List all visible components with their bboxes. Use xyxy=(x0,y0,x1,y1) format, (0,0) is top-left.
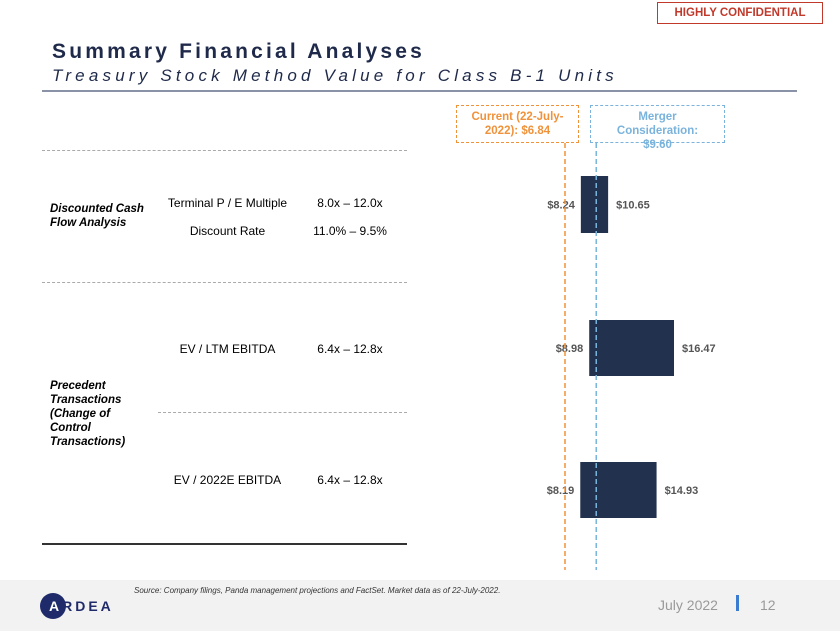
range-bar xyxy=(580,176,609,233)
row-label: EV / 2022E EBITDA xyxy=(173,473,282,487)
high-label: $14.93 xyxy=(665,485,699,497)
range-bar xyxy=(580,462,657,518)
reference-label: Merger Consideration: $9.60 xyxy=(590,105,725,151)
row-range: 6.4x – 12.8x xyxy=(317,342,383,356)
subtitle: Treasury Stock Method Value for Class B-… xyxy=(52,66,618,85)
divider xyxy=(736,595,739,611)
reference-label: Current (22-July-2022): $6.84 xyxy=(456,105,579,143)
high-label: $16.47 xyxy=(682,343,716,355)
separator xyxy=(42,150,407,151)
row-range: 8.0x – 12.0x xyxy=(317,196,383,210)
source-note: Source: Company filings, Panda managemen… xyxy=(134,586,501,595)
title-rule xyxy=(42,90,797,92)
confidential-badge: HIGHLY CONFIDENTIAL xyxy=(657,2,823,24)
range-bar xyxy=(589,320,674,376)
separator xyxy=(42,543,407,545)
logo-text: A xyxy=(49,598,63,614)
separator xyxy=(42,282,407,283)
page-number: 12 xyxy=(760,597,776,613)
low-label: $8.19 xyxy=(547,485,575,497)
logo-mark xyxy=(40,593,66,619)
low-label: $8.24 xyxy=(547,199,575,211)
low-label: $8.98 xyxy=(556,343,584,355)
row-label: Terminal P / E Multiple xyxy=(167,196,288,210)
separator xyxy=(158,412,407,413)
row-range: 6.4x – 12.8x xyxy=(317,473,383,487)
row-range: 11.0% – 9.5% xyxy=(313,224,387,238)
row-label: EV / LTM EBITDA xyxy=(179,342,276,356)
date: July 2022 xyxy=(658,597,718,613)
logo: ARDEA xyxy=(49,598,114,614)
row-label: Discount Rate xyxy=(189,224,266,238)
title: Summary Financial Analyses xyxy=(52,40,426,63)
group-label: Precedent Transactions (Change of Contro… xyxy=(50,380,126,448)
group-label: Discounted Cash Flow Analysis xyxy=(50,203,144,229)
footer xyxy=(0,580,840,631)
high-label: $10.65 xyxy=(616,199,650,211)
chart: $8.24 $10.65 $8.98 $16.47 $8.19 $14.93 xyxy=(547,143,716,570)
